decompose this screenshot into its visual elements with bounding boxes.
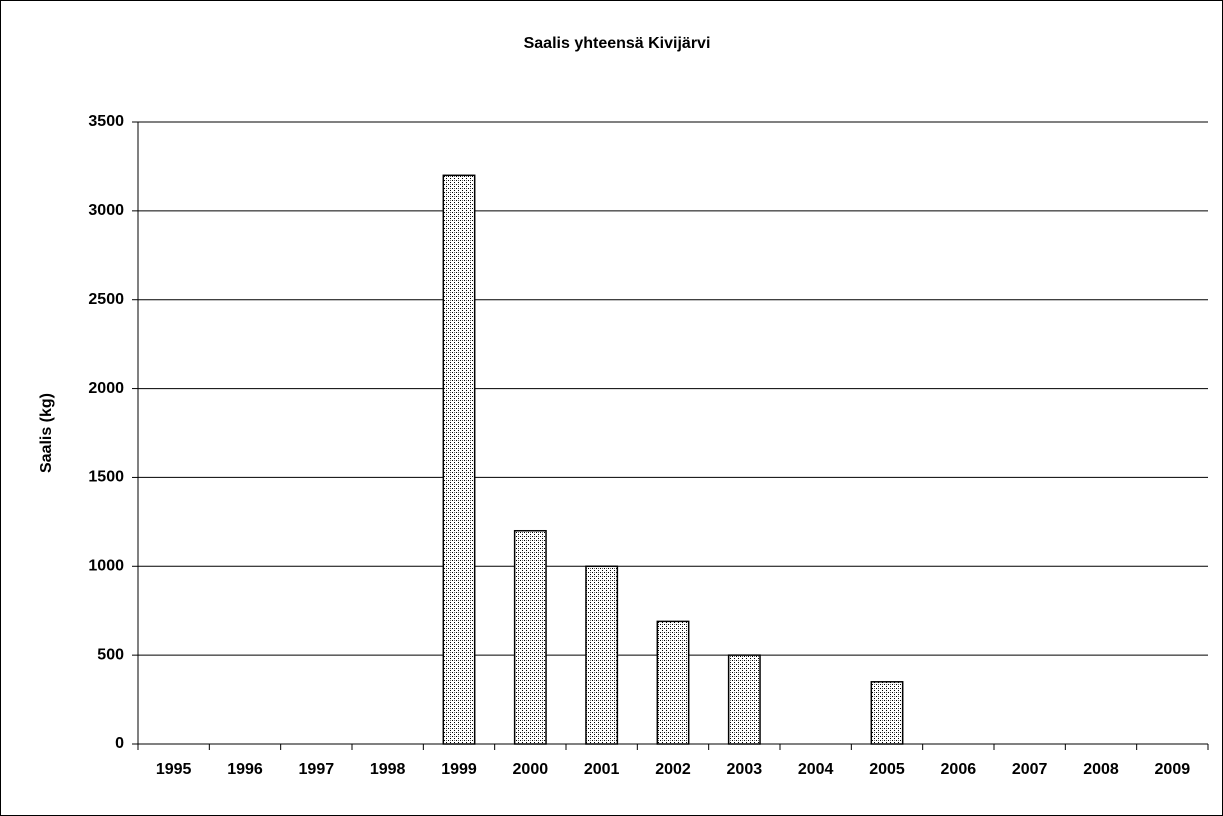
- y-tick-label: 2500: [88, 291, 124, 308]
- x-tick-label: 2008: [1083, 761, 1119, 778]
- bar: [656, 620, 690, 745]
- x-tick-label: 2005: [869, 761, 905, 778]
- x-tick-label: 2009: [1155, 761, 1191, 778]
- x-tick-label: 1999: [441, 761, 477, 778]
- bar: [513, 529, 547, 745]
- x-tick-label: 1998: [370, 761, 406, 778]
- chart-title: Saalis yhteensä Kivijärvi: [524, 35, 711, 52]
- x-tick-label: 2004: [798, 761, 834, 778]
- y-tick-label: 1000: [88, 558, 124, 575]
- bar: [870, 681, 904, 745]
- y-tick-label: 3500: [88, 113, 124, 130]
- bar: [442, 174, 476, 745]
- x-tick-label: 1995: [156, 761, 192, 778]
- y-tick-label: 500: [97, 646, 124, 663]
- bar: [727, 654, 761, 745]
- x-tick-label: 1997: [299, 761, 335, 778]
- x-tick-label: 2002: [655, 761, 691, 778]
- y-tick-label: 2000: [88, 380, 124, 397]
- x-tick-label: 2000: [513, 761, 549, 778]
- bar: [585, 565, 619, 745]
- x-tick-label: 2006: [941, 761, 977, 778]
- y-tick-label: 3000: [88, 202, 124, 219]
- y-axis-label: Saalis (kg): [38, 393, 55, 473]
- x-tick-label: 2007: [1012, 761, 1048, 778]
- y-tick-label: 0: [115, 735, 124, 752]
- x-tick-label: 2003: [727, 761, 763, 778]
- y-tick-label: 1500: [88, 469, 124, 486]
- x-tick-label: 2001: [584, 761, 620, 778]
- x-tick-label: 1996: [227, 761, 263, 778]
